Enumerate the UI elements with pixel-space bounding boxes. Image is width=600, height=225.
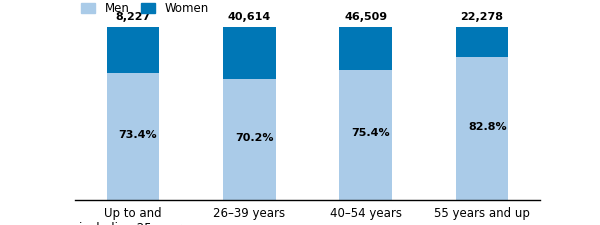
- Bar: [456, 27, 508, 57]
- Bar: [107, 73, 159, 200]
- Text: 46,509: 46,509: [344, 12, 387, 22]
- Bar: [456, 57, 508, 200]
- Text: 73.4%: 73.4%: [118, 130, 157, 140]
- Text: 40,614: 40,614: [228, 12, 271, 22]
- Text: 82.8%: 82.8%: [468, 122, 506, 132]
- Text: 75.4%: 75.4%: [352, 128, 390, 138]
- Text: 70.2%: 70.2%: [235, 133, 274, 143]
- Text: 8,227: 8,227: [115, 12, 151, 22]
- Bar: [340, 27, 392, 70]
- Bar: [223, 79, 275, 200]
- Bar: [340, 70, 392, 200]
- Bar: [107, 27, 159, 73]
- Legend: Men, Women: Men, Women: [81, 2, 209, 15]
- Bar: [223, 27, 275, 79]
- Text: 22,278: 22,278: [460, 12, 503, 22]
